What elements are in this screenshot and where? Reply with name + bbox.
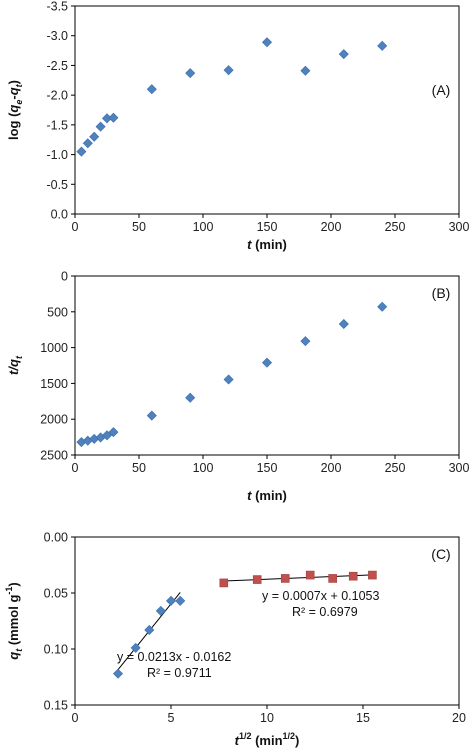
x-tick-label: 300 [449, 461, 470, 475]
x-tick-label: 0 [72, 220, 79, 234]
x-tick-label: 20 [452, 711, 466, 725]
trendline-2 [223, 574, 373, 582]
y-tick-label: 0 [61, 270, 68, 284]
x-tick-label: 100 [193, 461, 214, 475]
x-tick-label: 250 [385, 220, 406, 234]
y-tick-label: 0.15 [44, 699, 68, 713]
data-point [305, 570, 315, 580]
data-point [377, 301, 388, 312]
x-tick-label: 150 [257, 461, 278, 475]
data-point [112, 668, 124, 679]
y-tick-label: 1500 [40, 377, 68, 391]
x-tick-label: 0 [72, 461, 79, 475]
data-point [185, 68, 196, 79]
data-point [261, 357, 273, 368]
y-tick-label: 2000 [40, 413, 68, 427]
x-tick-label: 0 [72, 711, 79, 725]
chart-panel-1: 0 50 100 150 200 250 300 -3.5 -3.0 -2.5 -2.0 -1.5 -1… [6, 0, 469, 252]
data-point [300, 65, 311, 76]
data-point [280, 574, 290, 583]
y-tick-label: 0.10 [44, 643, 68, 657]
data-point [108, 112, 119, 123]
trendline-equation-1: y = 0.0213x - 0.0162 R² = 0.9711 [117, 650, 231, 680]
y-tick-label: 0.05 [44, 587, 68, 601]
data-point [252, 575, 262, 584]
data-point [146, 84, 157, 95]
data-point [146, 410, 157, 421]
data-point [338, 49, 349, 60]
panel-label: (A) [432, 82, 451, 98]
plot-area-frame [74, 536, 460, 706]
data-point [368, 570, 377, 580]
chart-panel-3: 0 5 10 15 20 0.00 0.05 0.10 0.15 t1/2 (min1/2) qt … [4, 531, 466, 749]
x-tick-label: 200 [321, 220, 342, 234]
x-tick-label: 150 [257, 220, 278, 234]
plot-area-frame [74, 5, 460, 215]
y-axis-title: t/qt [6, 355, 24, 375]
x-tick-label: 300 [449, 220, 470, 234]
data-point [89, 131, 100, 142]
data-point [300, 336, 311, 347]
data-point [348, 571, 358, 581]
panel-label: (C) [431, 546, 450, 562]
y-tick-label: -1.5 [46, 118, 68, 132]
data-point [219, 578, 229, 588]
data-point [165, 595, 177, 606]
y-tick-label: 0.00 [44, 531, 68, 545]
x-tick-label: 100 [193, 220, 214, 234]
y-tick-label: -3.0 [46, 29, 68, 43]
data-point [223, 374, 234, 385]
y-tick-label: -2.0 [46, 89, 68, 103]
data-point [130, 642, 141, 653]
y-tick-label: 2500 [40, 449, 68, 463]
y-tick-label: 0.0 [51, 208, 68, 222]
x-axis-title: t (min) [247, 237, 287, 252]
data-point [338, 318, 349, 329]
y-axis-title: log (qe-qt) [6, 80, 24, 140]
data-point [108, 427, 119, 438]
x-tick-label: 10 [260, 711, 274, 725]
data-point [95, 121, 106, 132]
x-tick-label: 15 [356, 711, 370, 725]
chart-panel-2: 0 50 100 150 200 250 300 0 500 1000 1500 2000 2500 t … [6, 270, 469, 504]
x-axis-title: t (min) [247, 488, 287, 503]
y-tick-label: 500 [47, 305, 68, 319]
x-tick-label: 200 [321, 461, 342, 475]
data-point [223, 65, 234, 76]
x-tick-label: 50 [132, 461, 146, 475]
y-tick-label: -3.5 [46, 0, 68, 14]
x-tick-label: 50 [132, 220, 146, 234]
data-point [155, 605, 166, 616]
y-axis-title: qt (mmol g-1) [4, 582, 24, 659]
panel-label: (B) [432, 285, 451, 301]
x-axis-title: t1/2 (min1/2) [235, 731, 300, 748]
x-tick-label: 5 [168, 711, 175, 725]
data-point [76, 146, 87, 157]
data-point [328, 574, 337, 583]
data-point [377, 40, 388, 51]
y-tick-label: -2.5 [46, 59, 68, 73]
y-tick-label: 1000 [40, 341, 68, 355]
data-point [144, 624, 155, 635]
data-point [82, 138, 93, 149]
data-point [175, 595, 186, 606]
y-tick-label: -0.5 [46, 178, 68, 192]
y-tick-label: -1.0 [46, 148, 68, 162]
data-point [261, 37, 273, 48]
trendline-equation-2: y = 0.0007x + 0.1053 R² = 0.6979 [262, 589, 380, 619]
x-tick-label: 250 [385, 461, 406, 475]
data-point [185, 392, 196, 403]
